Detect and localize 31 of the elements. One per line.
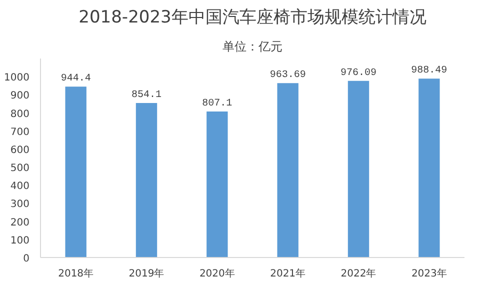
data-label: 944.4 <box>60 74 91 85</box>
y-tick-label: 300 <box>10 199 30 210</box>
bar <box>277 83 298 258</box>
x-tick-label: 2020年 <box>199 268 235 280</box>
y-tick-label: 1000 <box>4 72 30 84</box>
data-label: 988.49 <box>411 66 448 77</box>
x-tick-label: 2018年 <box>58 268 94 280</box>
chart-subtitle: 单位：亿元 <box>222 40 282 54</box>
x-tick-label: 2021年 <box>270 268 306 280</box>
bar <box>136 102 158 258</box>
y-tick-label: 900 <box>10 90 30 102</box>
data-label: 976.09 <box>340 68 377 79</box>
x-tick-label: 2023年 <box>411 268 447 280</box>
bar <box>65 86 86 258</box>
y-tick-label: 100 <box>10 235 30 246</box>
bar <box>418 78 440 258</box>
data-label: 807.1 <box>202 98 232 110</box>
bar <box>348 80 370 258</box>
x-tick-label: 2022年 <box>340 268 376 280</box>
y-tick-label: 0 <box>23 254 30 264</box>
y-tick-label: 700 <box>10 126 30 138</box>
y-tick-label: 200 <box>10 217 30 228</box>
chart-title: 2018-2023年中国汽车座椅市场规模统计情况 <box>78 8 426 28</box>
y-tick-label: 500 <box>10 163 30 174</box>
bar <box>206 111 228 258</box>
data-label: 854.1 <box>132 90 162 101</box>
x-tick-label: 2019年 <box>128 268 164 280</box>
y-tick-label: 800 <box>10 108 30 120</box>
y-tick-label: 600 <box>10 144 30 156</box>
y-tick-label: 400 <box>10 181 30 192</box>
data-label: 963.69 <box>270 70 306 82</box>
